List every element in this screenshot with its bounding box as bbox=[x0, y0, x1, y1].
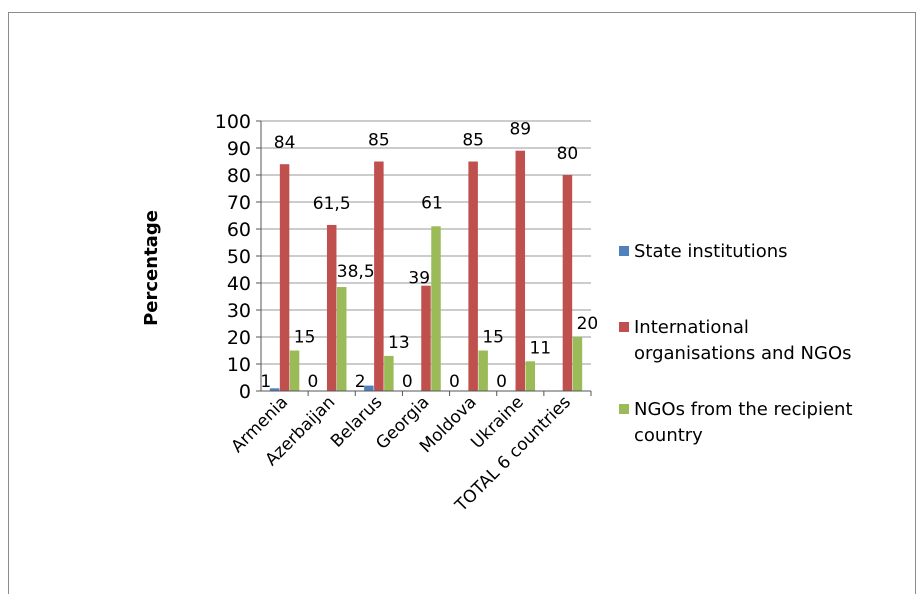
data-label: 85 bbox=[462, 131, 484, 151]
data-label: 20 bbox=[577, 314, 599, 334]
bar bbox=[279, 164, 290, 391]
data-labels: 1 84 15 0 61,5 38,5 2 85 13 0 39 61 0 85 15 0 89 11 80 20 bbox=[260, 120, 598, 392]
legend-label: NGOs from the recipient country bbox=[634, 399, 853, 446]
legend: State institutions International organisat… bbox=[619, 241, 853, 446]
data-label: 1 bbox=[260, 372, 271, 392]
legend-item: International organisations and NGOs bbox=[619, 317, 852, 364]
bar bbox=[289, 350, 300, 391]
bar bbox=[562, 175, 573, 391]
legend-swatch bbox=[619, 404, 629, 414]
y-tick-label: 80 bbox=[227, 165, 251, 187]
bar bbox=[468, 161, 478, 391]
bar bbox=[326, 224, 337, 391]
gridlines bbox=[261, 120, 591, 392]
bar bbox=[421, 285, 431, 391]
data-label: 0 bbox=[308, 372, 319, 392]
data-label: 85 bbox=[368, 131, 390, 151]
data-label: 61 bbox=[421, 193, 443, 213]
bar bbox=[269, 388, 280, 391]
y-tick-label: 0 bbox=[239, 381, 251, 403]
bar bbox=[364, 385, 374, 391]
y-tick-label: 90 bbox=[227, 138, 251, 160]
axes: 0102030405060708090100ArmeniaAzerbaijanB… bbox=[215, 111, 592, 517]
data-label: 39 bbox=[408, 269, 430, 289]
data-label: 13 bbox=[388, 333, 410, 353]
data-label: 0 bbox=[496, 372, 507, 392]
bar bbox=[431, 226, 441, 391]
legend-label: International organisations and NGOs bbox=[634, 317, 852, 364]
y-tick-label: 50 bbox=[227, 246, 251, 268]
y-tick-label: 100 bbox=[215, 111, 251, 133]
data-label: 11 bbox=[529, 338, 551, 358]
chart-frame: 0 10 20 30 40 50 60 70 80 90 100 Armenia Azerbaijan B… bbox=[8, 12, 916, 594]
y-axis-title: Percentage bbox=[141, 210, 162, 326]
bars bbox=[269, 150, 583, 391]
y-tick-label: 40 bbox=[227, 273, 251, 295]
bar bbox=[336, 287, 347, 391]
bar bbox=[374, 161, 384, 391]
y-tick-label: 60 bbox=[227, 219, 251, 241]
data-label: 15 bbox=[482, 328, 504, 348]
bar bbox=[384, 355, 394, 391]
bar bbox=[515, 150, 526, 391]
data-label: 15 bbox=[294, 328, 316, 348]
data-label: 80 bbox=[557, 144, 579, 164]
bar-chart: 0102030405060708090100ArmeniaAzerbaijanB… bbox=[141, 111, 853, 517]
bar bbox=[572, 337, 583, 391]
data-label: 84 bbox=[274, 133, 296, 153]
y-tick-label: 10 bbox=[227, 354, 251, 376]
data-label: 89 bbox=[509, 120, 531, 140]
legend-label: State institutions bbox=[634, 241, 788, 262]
data-label: 0 bbox=[402, 372, 413, 392]
y-tick-label: 20 bbox=[227, 327, 251, 349]
data-label: 0 bbox=[449, 372, 460, 392]
data-label: 38,5 bbox=[337, 262, 375, 282]
legend-item: State institutions bbox=[619, 241, 788, 262]
legend-item: NGOs from the recipient country bbox=[619, 399, 853, 446]
data-label: 61,5 bbox=[313, 194, 351, 214]
legend-swatch bbox=[619, 322, 629, 332]
y-tick-label: 30 bbox=[227, 300, 251, 322]
y-tick-label: 70 bbox=[227, 192, 251, 214]
legend-swatch bbox=[619, 246, 629, 256]
bar bbox=[478, 350, 488, 391]
bar bbox=[525, 361, 536, 391]
data-label: 2 bbox=[355, 372, 366, 392]
